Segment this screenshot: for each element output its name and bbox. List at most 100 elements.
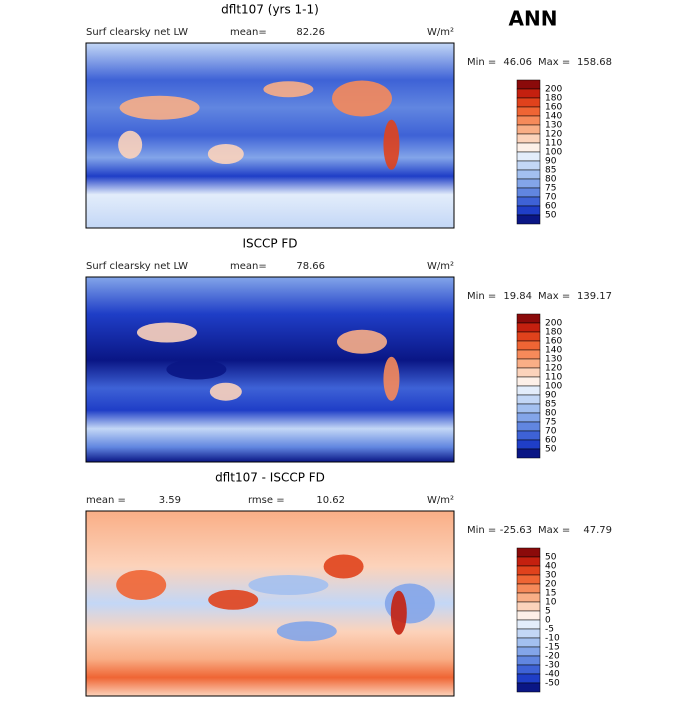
- colorbar-label: 70: [545, 193, 557, 203]
- map-anomaly: [207, 144, 244, 164]
- min-value: -25.63: [500, 525, 532, 536]
- colorbar-box: [516, 205, 541, 216]
- panel-title: ISCCP FD: [242, 237, 297, 251]
- colorbar-box: [516, 637, 541, 648]
- colorbar-box: [516, 169, 541, 180]
- map-anomaly: [337, 329, 387, 354]
- colorbar-label: 40: [545, 562, 557, 572]
- stat-label: rmse =: [248, 495, 285, 506]
- colorbar-box: [516, 547, 541, 558]
- colorbar-label: 15: [545, 589, 556, 599]
- colorbar-label: 200: [545, 85, 562, 95]
- panel-title: dflt107 - ISCCP FD: [215, 471, 325, 485]
- colorbar-label: 130: [545, 355, 562, 365]
- colorbar-label: -10: [545, 634, 560, 644]
- colorbar-label: 30: [545, 571, 557, 581]
- stat-value: 3.59: [159, 495, 181, 506]
- map-anomaly: [209, 382, 242, 401]
- colorbar-box: [516, 655, 541, 666]
- colorbar-label: 140: [545, 112, 562, 122]
- map-anomaly: [136, 322, 197, 343]
- colorbar-box: [516, 160, 541, 171]
- colorbar-box: [516, 376, 541, 387]
- max-value: 47.79: [583, 525, 612, 536]
- colorbar-label: 50: [545, 211, 557, 221]
- colorbar-box: [516, 439, 541, 450]
- colorbar-label: 200: [545, 319, 562, 329]
- max-label: Max =: [538, 525, 570, 536]
- stat-label: mean =: [86, 495, 126, 506]
- colorbar-box: [516, 142, 541, 153]
- colorbar-box: [516, 322, 541, 333]
- colorbar-label: 50: [545, 445, 557, 455]
- map-field: [86, 277, 454, 462]
- units: W/m²: [427, 261, 454, 272]
- stat-value: 10.62: [316, 495, 345, 506]
- colorbar-label: 70: [545, 427, 557, 437]
- colorbar-label: 0: [545, 616, 551, 626]
- map-anomaly: [390, 590, 407, 635]
- colorbar-label: 140: [545, 346, 562, 356]
- map: [86, 43, 454, 228]
- colorbar-box: [516, 97, 541, 108]
- colorbar-label: 50: [545, 553, 557, 563]
- colorbar-label: 20: [545, 580, 557, 590]
- colorbar-label: 100: [545, 148, 562, 158]
- colorbar-box: [516, 151, 541, 162]
- map-anomaly: [119, 95, 200, 120]
- map-anomaly: [383, 119, 400, 170]
- stat-label: mean=: [230, 261, 267, 272]
- colorbar-box: [516, 565, 541, 576]
- colorbar-label: 60: [545, 202, 557, 212]
- panel-title: dflt107 (yrs 1-1): [221, 3, 319, 17]
- colorbar-box: [516, 394, 541, 405]
- colorbar-box: [516, 403, 541, 414]
- map-frame: [85, 276, 455, 463]
- colorbar-box: [516, 187, 541, 198]
- colorbar-label: -40: [545, 670, 560, 680]
- stat-value: 78.66: [296, 261, 325, 272]
- colorbar-box: [516, 610, 541, 621]
- colorbar-box: [516, 79, 541, 90]
- colorbar-label: 75: [545, 184, 556, 194]
- units: W/m²: [427, 495, 454, 506]
- colorbar-label: 120: [545, 130, 562, 140]
- colorbar-box: [516, 673, 541, 684]
- variable-label: Surf clearsky net LW: [86, 27, 188, 38]
- map-anomaly: [263, 81, 314, 98]
- colorbar-label: 100: [545, 382, 562, 392]
- colorbar-label: 75: [545, 418, 556, 428]
- map: [86, 277, 454, 462]
- min-label: Min =: [467, 525, 496, 536]
- colorbar-label: -5: [545, 625, 554, 635]
- colorbar-box: [516, 592, 541, 603]
- stat-value: 82.26: [296, 27, 325, 38]
- colorbar-label: 80: [545, 409, 557, 419]
- colorbar-box: [516, 133, 541, 144]
- map-anomaly: [248, 575, 329, 595]
- colorbar-box: [516, 619, 541, 630]
- map-anomaly: [383, 356, 400, 401]
- colorbar-label: 60: [545, 436, 557, 446]
- colorbar-label: 130: [545, 121, 562, 131]
- min-label: Min =: [467, 291, 496, 302]
- colorbar-box: [516, 682, 541, 693]
- colorbar-box: [516, 628, 541, 639]
- colorbar-box: [516, 331, 541, 342]
- colorbar-label: -30: [545, 661, 560, 671]
- colorbar-box: [516, 574, 541, 585]
- colorbar-box: [516, 358, 541, 369]
- colorbar-box: [516, 340, 541, 351]
- map: [86, 511, 454, 696]
- colorbar-label: -20: [545, 652, 560, 662]
- colorbar-box: [516, 349, 541, 360]
- colorbar-box: [516, 106, 541, 117]
- colorbar-box: [516, 214, 541, 225]
- colorbar-label: 110: [545, 139, 562, 149]
- map-anomaly: [166, 359, 227, 380]
- variable-label: Surf clearsky net LW: [86, 261, 188, 272]
- colorbar-box: [516, 196, 541, 207]
- colorbar-label: 90: [545, 391, 557, 401]
- max-value: 158.68: [577, 57, 612, 68]
